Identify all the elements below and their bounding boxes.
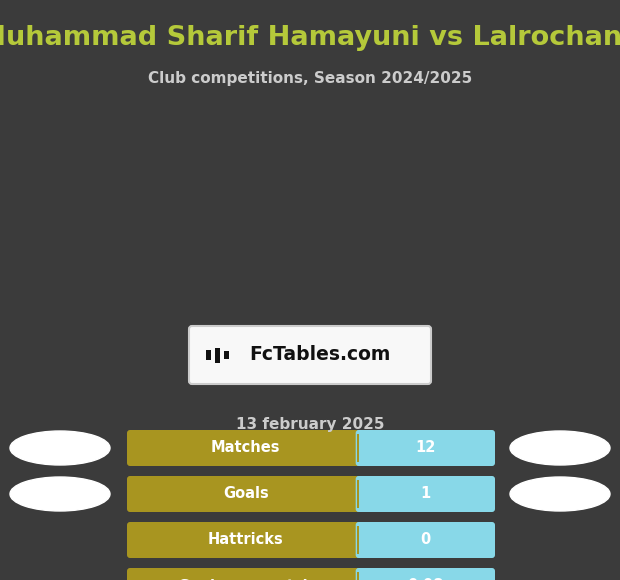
Bar xyxy=(356,526,363,554)
FancyBboxPatch shape xyxy=(356,568,495,580)
FancyBboxPatch shape xyxy=(356,430,495,466)
Text: 1: 1 xyxy=(420,487,430,502)
Bar xyxy=(359,434,363,462)
FancyBboxPatch shape xyxy=(127,476,365,512)
FancyBboxPatch shape xyxy=(127,522,365,558)
Text: Goals per match: Goals per match xyxy=(179,578,313,580)
Bar xyxy=(359,526,363,554)
Ellipse shape xyxy=(510,477,610,511)
Ellipse shape xyxy=(510,431,610,465)
Bar xyxy=(224,351,229,359)
Text: FcTables.com: FcTables.com xyxy=(249,346,391,364)
Bar xyxy=(359,572,363,580)
Text: Muhammad Sharif Hamayuni vs Lalrochana: Muhammad Sharif Hamayuni vs Lalrochana xyxy=(0,25,620,51)
Text: Club competitions, Season 2024/2025: Club competitions, Season 2024/2025 xyxy=(148,71,472,85)
Bar xyxy=(206,350,211,360)
Text: Hattricks: Hattricks xyxy=(208,532,284,548)
Bar xyxy=(356,480,363,508)
Bar xyxy=(359,480,363,508)
FancyBboxPatch shape xyxy=(356,522,495,558)
Bar xyxy=(215,347,220,362)
Text: 13 february 2025: 13 february 2025 xyxy=(236,418,384,433)
Bar xyxy=(356,434,363,462)
Bar xyxy=(356,572,363,580)
Text: 12: 12 xyxy=(415,440,435,455)
FancyBboxPatch shape xyxy=(127,430,365,466)
Text: Goals: Goals xyxy=(223,487,268,502)
Text: 0: 0 xyxy=(420,532,430,548)
FancyBboxPatch shape xyxy=(127,568,365,580)
Text: Matches: Matches xyxy=(211,440,281,455)
FancyBboxPatch shape xyxy=(356,476,495,512)
FancyBboxPatch shape xyxy=(189,326,431,384)
Ellipse shape xyxy=(10,431,110,465)
Ellipse shape xyxy=(10,477,110,511)
Text: 0.08: 0.08 xyxy=(407,578,443,580)
